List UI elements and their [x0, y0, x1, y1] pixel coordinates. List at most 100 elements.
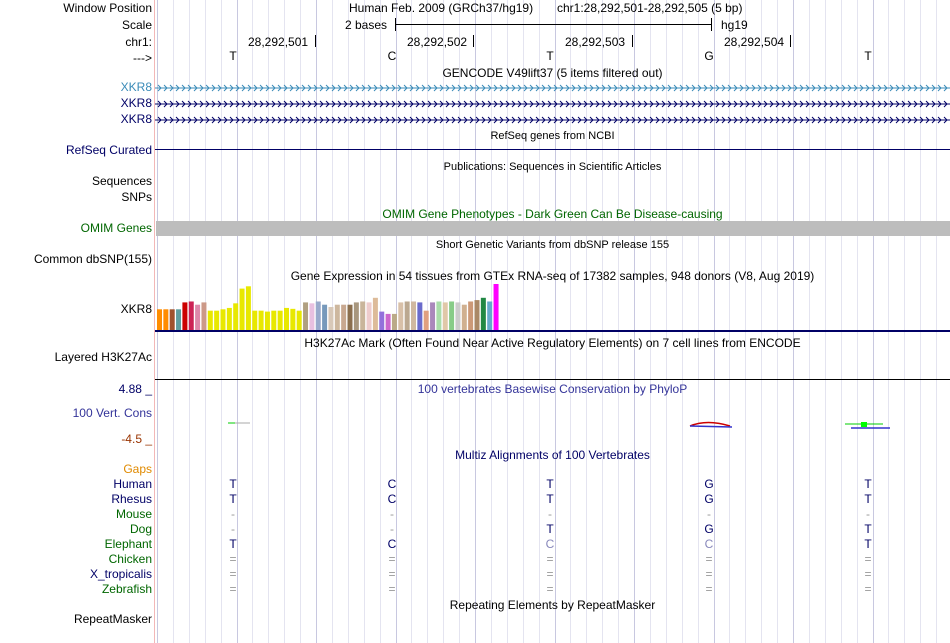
multiz-track-title[interactable]: Multiz Alignments of 100 Vertebrates [455, 448, 650, 462]
gtex-tissue-bar[interactable] [468, 301, 474, 330]
species-base: = [864, 582, 872, 596]
gencode-gene-label[interactable]: XKR8 [120, 96, 152, 110]
gtex-tissue-bar[interactable] [271, 310, 277, 330]
gtex-tissue-bar[interactable] [239, 288, 245, 330]
rmsk-track-title[interactable]: Repeating Elements by RepeatMasker [449, 598, 656, 612]
pubs-sequences-label[interactable]: Sequences [91, 174, 152, 188]
gtex-tissue-bar[interactable] [436, 301, 442, 330]
gtex-tissue-bar[interactable] [163, 309, 169, 330]
gtex-tissue-bar[interactable] [423, 310, 429, 330]
species-label-x-tropicalis[interactable]: X_tropicalis [89, 567, 152, 581]
gencode-gene-label[interactable]: XKR8 [120, 112, 152, 126]
gtex-tissue-bar[interactable] [195, 304, 201, 330]
gtex-tissue-bar[interactable] [461, 304, 467, 330]
gtex-tissue-bar[interactable] [487, 301, 493, 330]
gtex-tissue-bar[interactable] [252, 310, 258, 330]
gtex-tissue-bar[interactable] [309, 303, 315, 330]
refseq-curated-label[interactable]: RefSeq Curated [65, 143, 152, 157]
gtex-tissue-bar[interactable] [411, 301, 416, 330]
gtex-tissue-bar[interactable] [176, 309, 182, 330]
gtex-tissue-bar[interactable] [398, 302, 404, 330]
species-label-zebrafish[interactable]: Zebrafish [101, 582, 152, 596]
strand-chevron [343, 100, 348, 108]
gtex-tissue-bar[interactable] [404, 301, 410, 330]
species-base: C [387, 537, 397, 551]
gencode-gene-label[interactable]: XKR8 [120, 80, 152, 94]
gtex-tissue-bar[interactable] [347, 304, 353, 330]
gtex-tissue-bar[interactable] [480, 297, 486, 330]
omim-track-title[interactable]: OMIM Gene Phenotypes - Dark Green Can Be… [382, 207, 723, 221]
gtex-tissue-bar[interactable] [493, 284, 499, 330]
pubs-track-title[interactable]: Publications: Sequences in Scientific Ar… [443, 161, 662, 173]
species-label-elephant[interactable]: Elephant [104, 537, 152, 551]
gtex-tissue-bar[interactable] [226, 307, 232, 330]
refseq-track-title[interactable]: RefSeq genes from NCBI [490, 130, 615, 142]
h3k27ac-track-title[interactable]: H3K27Ac Mark (Often Found Near Active Re… [304, 336, 801, 350]
multiz-gaps-label[interactable]: Gaps [123, 462, 152, 476]
gtex-tissue-bar[interactable] [245, 286, 251, 330]
pubs-snps-label[interactable]: SNPs [121, 190, 152, 204]
gtex-tissue-bar[interactable] [201, 302, 207, 330]
h3k27ac-label[interactable]: Layered H3K27Ac [54, 350, 152, 364]
cons-track-title[interactable]: 100 vertebrates Basewise Conservation by… [417, 382, 688, 396]
strand-chevron [499, 100, 504, 108]
gtex-tissue-bar[interactable] [417, 302, 423, 330]
gtex-tissue-bar[interactable] [220, 309, 226, 330]
refseq-transcript-line[interactable] [155, 149, 950, 150]
gtex-tissue-bar[interactable] [290, 308, 296, 330]
species-label-human[interactable]: Human [113, 477, 152, 491]
gtex-tissue-bar[interactable] [207, 310, 213, 330]
gtex-tissue-bar[interactable] [322, 304, 328, 330]
dbsnp-label[interactable]: Common dbSNP(155) [33, 252, 152, 266]
rmsk-label[interactable]: RepeatMasker [73, 612, 152, 626]
gtex-tissue-bar[interactable] [328, 307, 334, 330]
gtex-tissue-bar[interactable] [353, 302, 359, 330]
gtex-tissue-bar[interactable] [341, 304, 347, 330]
species-label-rhesus[interactable]: Rhesus [111, 492, 152, 506]
gtex-tissue-bar[interactable] [277, 310, 283, 330]
gencode-transcripts[interactable] [155, 80, 950, 128]
gtex-tissue-bar[interactable] [430, 302, 436, 330]
gtex-tissue-bar[interactable] [233, 303, 239, 330]
omim-gene-bar[interactable] [156, 221, 950, 236]
gtex-tissue-bar[interactable] [449, 301, 455, 330]
strand-chevron [667, 84, 672, 92]
gencode-track-title[interactable]: GENCODE V49lift37 (5 items filtered out) [442, 66, 663, 80]
dbsnp-track-title[interactable]: Short Genetic Variants from dbSNP releas… [435, 239, 670, 251]
gtex-tissue-bar[interactable] [360, 301, 366, 330]
gtex-tissue-bar[interactable] [188, 301, 194, 330]
strand-chevron [463, 84, 468, 92]
gtex-tissue-bar[interactable] [214, 310, 220, 330]
window-coordinates[interactable]: chr1:28,292,501-28,292,505 (5 bp) [557, 1, 743, 15]
gtex-tissue-bar[interactable] [391, 313, 397, 330]
gtex-tissue-bar[interactable] [474, 300, 480, 330]
cons-plot[interactable] [155, 415, 950, 435]
gtex-tissue-bar[interactable] [182, 302, 188, 330]
gtex-gene-label[interactable]: XKR8 [120, 302, 152, 316]
gtex-tissue-bar[interactable] [169, 309, 175, 330]
gtex-tissue-bar[interactable] [366, 302, 372, 330]
gtex-tissue-bar[interactable] [258, 310, 264, 330]
gtex-tissue-bar[interactable] [372, 297, 378, 330]
gtex-tissue-bar[interactable] [296, 310, 302, 330]
species-label-dog[interactable]: Dog [129, 522, 152, 536]
strand-chevron [301, 100, 306, 108]
gtex-tissue-bar[interactable] [315, 301, 321, 330]
species-label-chicken[interactable]: Chicken [108, 552, 152, 566]
gtex-track-title[interactable]: Gene Expression in 54 tissues from GTEx … [290, 269, 815, 283]
cons-track-label[interactable]: 100 Vert. Cons [72, 406, 152, 420]
gtex-tissue-bar[interactable] [334, 304, 340, 330]
gtex-tissue-bar[interactable] [264, 311, 270, 330]
gtex-tissue-bar[interactable] [442, 302, 448, 330]
gtex-tissue-bar[interactable] [455, 302, 461, 330]
strand-chevron [373, 100, 378, 108]
gtex-tissue-bar[interactable] [379, 311, 385, 330]
species-label-mouse[interactable]: Mouse [115, 507, 152, 521]
gtex-bar-chart[interactable] [155, 283, 535, 331]
gtex-tissue-bar[interactable] [157, 309, 162, 330]
gtex-tissue-bar[interactable] [303, 302, 309, 330]
omim-genes-label[interactable]: OMIM Genes [80, 221, 152, 235]
strand-chevron [553, 116, 558, 124]
gtex-tissue-bar[interactable] [284, 307, 289, 330]
gtex-tissue-bar[interactable] [385, 313, 391, 330]
